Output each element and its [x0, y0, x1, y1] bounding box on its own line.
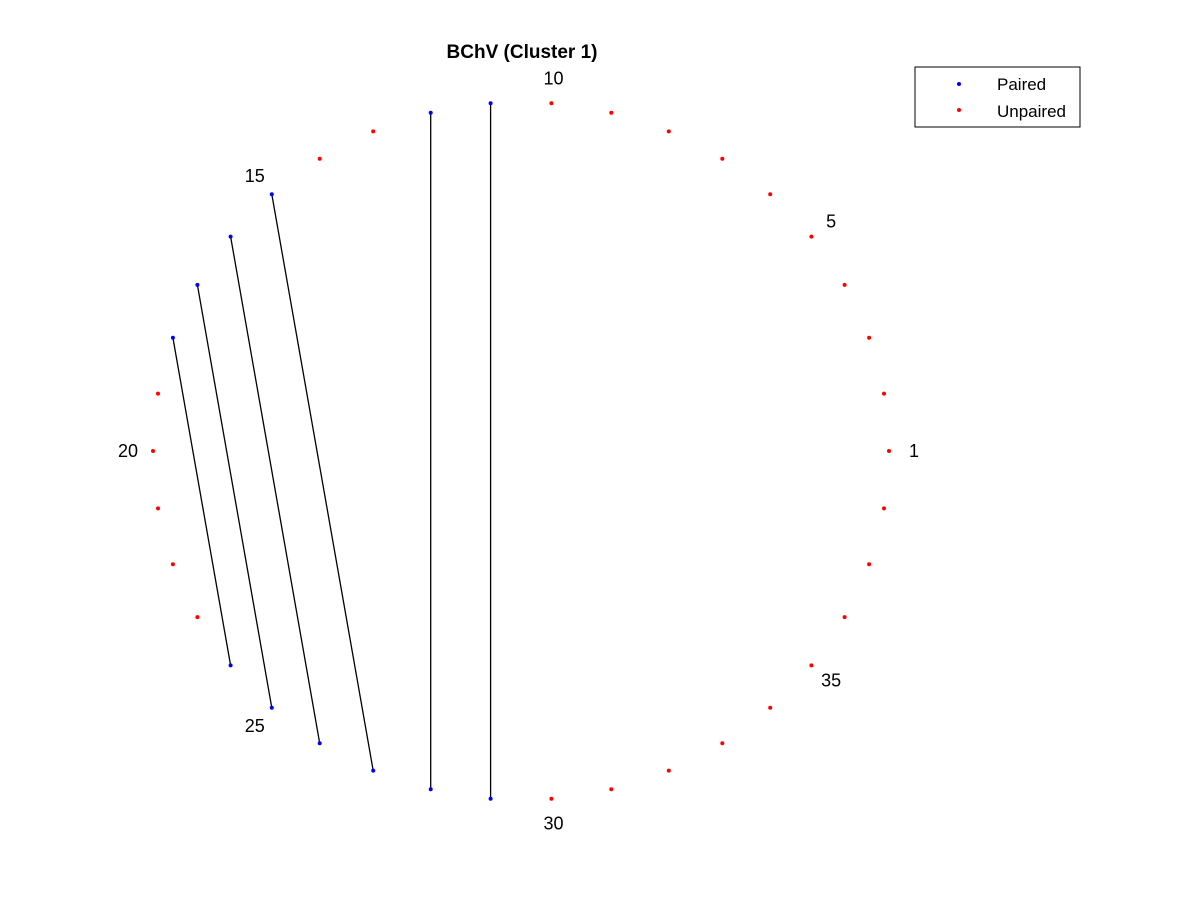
pair-link-15-27	[271, 194, 374, 771]
unpaired-point-37	[867, 562, 872, 567]
legend-marker-paired	[957, 82, 961, 86]
unpaired-point-7	[720, 156, 725, 161]
unpaired-point-1	[887, 449, 891, 453]
legend-label-paired: Paired	[997, 75, 1046, 94]
position-label-30: 30	[543, 814, 563, 834]
paired-point-16	[228, 234, 233, 239]
unpaired-point-13	[371, 129, 376, 134]
position-label-10: 10	[543, 68, 563, 88]
unpaired-point-38	[882, 506, 886, 511]
unpaired-point-34	[768, 705, 773, 710]
paired-point-28	[428, 787, 433, 792]
unpaired-point-2	[882, 391, 886, 396]
unpaired-point-20	[151, 449, 155, 453]
unpaired-point-33	[720, 741, 725, 746]
unpaired-point-35	[809, 663, 814, 668]
paired-point-15	[269, 192, 274, 197]
pair-link-17-25	[196, 284, 273, 708]
position-points	[151, 101, 891, 801]
legend: Paired Unpaired	[914, 66, 1081, 128]
unpaired-point-3	[867, 335, 872, 340]
legend-label-unpaired: Unpaired	[997, 102, 1066, 121]
paired-point-12	[428, 110, 433, 115]
chart-title: BChV (Cluster 1)	[447, 42, 598, 63]
legend-marker-unpaired	[957, 108, 961, 112]
unpaired-point-5	[809, 234, 814, 239]
position-label-15: 15	[245, 166, 265, 186]
paired-point-27	[371, 768, 376, 773]
unpaired-point-6	[768, 192, 773, 197]
unpaired-point-9	[609, 110, 614, 115]
unpaired-point-22	[170, 562, 175, 567]
unpaired-point-4	[842, 282, 847, 287]
unpaired-point-19	[156, 391, 160, 396]
unpaired-point-14	[317, 156, 322, 161]
unpaired-point-10	[549, 101, 554, 106]
unpaired-point-30	[549, 796, 554, 801]
paired-point-11	[488, 101, 493, 106]
paired-point-29	[488, 796, 493, 801]
unpaired-point-31	[609, 787, 614, 792]
pair-link-18-24	[172, 337, 232, 666]
unpaired-point-21	[156, 506, 160, 511]
unpaired-point-23	[195, 615, 200, 620]
position-label-5: 5	[826, 211, 836, 231]
unpaired-point-8	[666, 129, 671, 134]
position-label-1: 1	[909, 441, 919, 461]
unpaired-point-32	[666, 768, 671, 773]
legend-box	[914, 66, 1081, 128]
paired-point-18	[170, 335, 175, 340]
position-label-35: 35	[821, 671, 841, 691]
paired-point-25	[269, 705, 274, 710]
pair-link-16-26	[229, 236, 321, 744]
paired-point-17	[195, 282, 200, 287]
paired-point-24	[228, 663, 233, 668]
paired-point-26	[317, 741, 322, 746]
position-label-25: 25	[245, 716, 265, 736]
pair-links	[172, 103, 492, 799]
position-label-20: 20	[118, 441, 138, 461]
unpaired-point-36	[842, 615, 847, 620]
